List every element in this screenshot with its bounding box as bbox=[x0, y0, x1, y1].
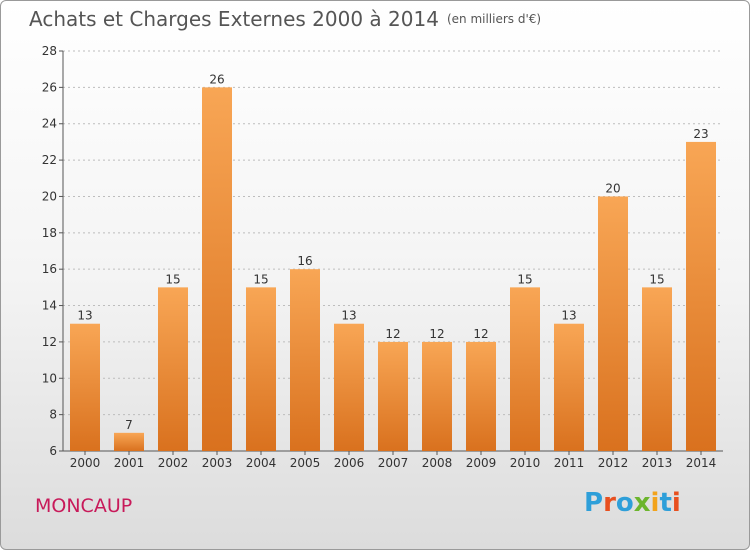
y-tick-label: 28 bbox=[42, 44, 57, 58]
data-label: 13 bbox=[561, 309, 576, 323]
bar bbox=[246, 287, 276, 451]
data-label: 23 bbox=[693, 127, 708, 141]
y-tick-label: 18 bbox=[42, 226, 57, 240]
data-label: 12 bbox=[385, 327, 400, 341]
x-tick-label: 2013 bbox=[642, 456, 673, 470]
logo-letter: o bbox=[615, 488, 634, 518]
x-tick-label: 2002 bbox=[158, 456, 189, 470]
y-tick-label: 8 bbox=[49, 408, 57, 422]
bar bbox=[422, 341, 452, 451]
data-label: 12 bbox=[429, 327, 444, 341]
data-label: 15 bbox=[517, 272, 532, 286]
data-label: 15 bbox=[649, 272, 664, 286]
data-label: 15 bbox=[165, 272, 180, 286]
bar bbox=[466, 341, 496, 451]
data-label: 26 bbox=[209, 72, 224, 86]
y-tick-label: 16 bbox=[42, 262, 57, 276]
y-tick-label: 22 bbox=[42, 153, 57, 167]
bar bbox=[554, 323, 584, 451]
logo-letter: r bbox=[603, 488, 616, 518]
data-label: 20 bbox=[605, 181, 620, 195]
logo-letter: i bbox=[650, 488, 660, 518]
data-label: 7 bbox=[125, 418, 133, 432]
y-tick-label: 20 bbox=[42, 189, 57, 203]
y-tick-label: 10 bbox=[42, 371, 57, 385]
bar bbox=[642, 287, 672, 451]
y-tick-label: 14 bbox=[42, 299, 57, 313]
x-tick-label: 2005 bbox=[290, 456, 321, 470]
proxiti-logo: Proxiti bbox=[584, 488, 681, 518]
chart-title-text: Achats et Charges Externes 2000 à 2014 bbox=[29, 7, 439, 31]
x-tick-label: 2000 bbox=[70, 456, 101, 470]
logo-letter: P bbox=[584, 488, 604, 518]
chart-title: Achats et Charges Externes 2000 à 2014 (e… bbox=[29, 7, 541, 31]
x-tick-label: 2011 bbox=[554, 456, 585, 470]
chart-unit: (en milliers d'€) bbox=[446, 12, 542, 26]
x-tick-label: 2010 bbox=[510, 456, 541, 470]
y-tick-label: 12 bbox=[42, 335, 57, 349]
y-tick-label: 26 bbox=[42, 80, 57, 94]
bar bbox=[70, 323, 100, 451]
bar bbox=[598, 196, 628, 451]
x-tick-label: 2003 bbox=[202, 456, 233, 470]
y-tick-label: 6 bbox=[49, 444, 57, 458]
x-tick-label: 2008 bbox=[422, 456, 453, 470]
x-tick-label: 2009 bbox=[466, 456, 497, 470]
data-label: 13 bbox=[77, 309, 92, 323]
bar bbox=[686, 141, 716, 451]
x-tick-label: 2012 bbox=[598, 456, 629, 470]
bar bbox=[158, 287, 188, 451]
bar bbox=[202, 87, 232, 451]
x-tick-label: 2007 bbox=[378, 456, 409, 470]
data-label: 16 bbox=[297, 254, 312, 268]
bar bbox=[114, 432, 144, 451]
bar bbox=[378, 341, 408, 451]
x-tick-label: 2014 bbox=[686, 456, 717, 470]
x-tick-label: 2006 bbox=[334, 456, 365, 470]
logo-letter: t bbox=[659, 488, 672, 518]
x-tick-label: 2001 bbox=[114, 456, 145, 470]
logo-letter: x bbox=[633, 488, 651, 518]
logo-letter: i bbox=[671, 488, 681, 518]
data-label: 15 bbox=[253, 272, 268, 286]
bar bbox=[510, 287, 540, 451]
y-tick-label: 24 bbox=[42, 117, 57, 131]
data-label: 13 bbox=[341, 309, 356, 323]
bar bbox=[290, 269, 320, 451]
x-tick-label: 2004 bbox=[246, 456, 277, 470]
data-label: 12 bbox=[473, 327, 488, 341]
bar bbox=[334, 323, 364, 451]
commune-name: MONCAUP bbox=[35, 495, 133, 517]
